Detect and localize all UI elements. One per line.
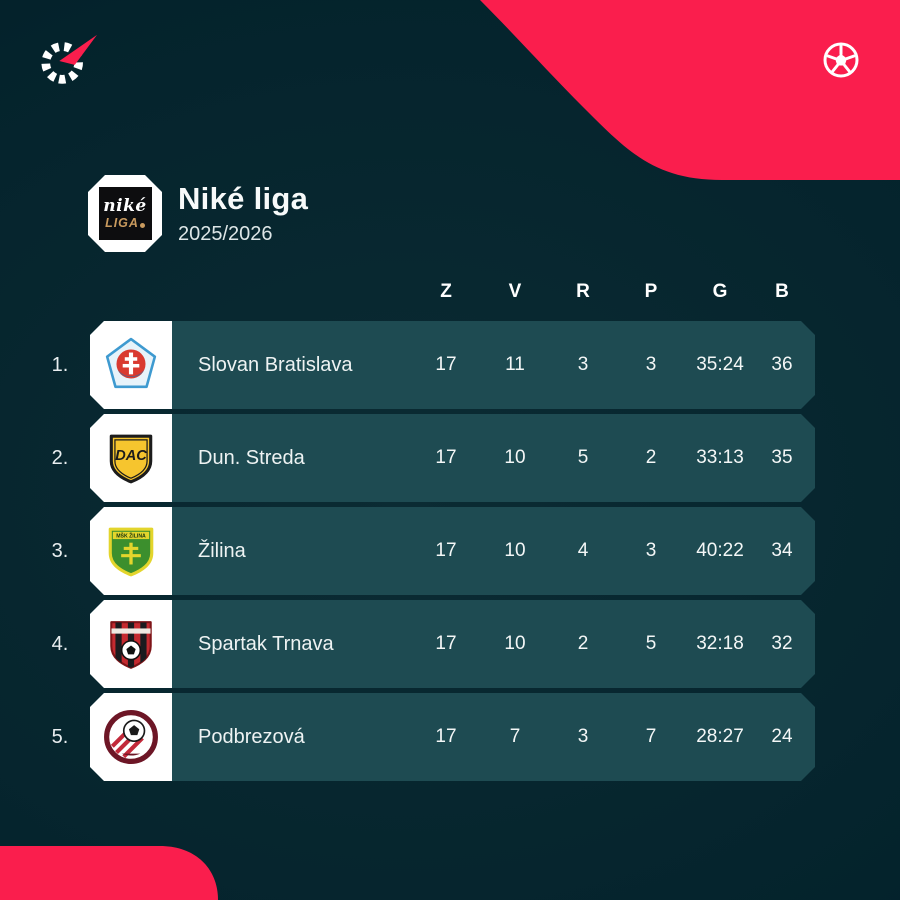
stat-wins: 10: [504, 540, 526, 561]
football-icon: [823, 42, 859, 78]
stat-goals: 35:24: [696, 354, 744, 375]
stat-goals: 40:22: [696, 540, 744, 561]
stat-draws: 5: [577, 447, 589, 468]
stat-losses: 7: [645, 726, 657, 747]
nike-liga-logo-text: niké: [103, 195, 147, 216]
svg-text:DAC: DAC: [115, 448, 147, 464]
stat-draws: 3: [577, 354, 589, 375]
spartak-trnava-crest: [103, 616, 159, 672]
stat-losses: 5: [645, 633, 657, 654]
column-header-b: B: [775, 281, 789, 302]
league-header: niké LIGA Niké liga 2025/2026: [88, 175, 308, 252]
table-row: 1. Slovan Bratislava 17 11 3 3 35:24 36: [30, 321, 815, 409]
column-header-v: V: [508, 281, 522, 302]
table-header-row: Z V R P G B: [30, 277, 815, 321]
team-name: Žilina: [198, 539, 246, 562]
dunajska-streda-crest: DAC: [103, 430, 159, 486]
column-header-r: R: [576, 281, 590, 302]
stat-losses: 3: [645, 540, 657, 561]
standings-table: Z V R P G B 1. Slovan Bratislava 17 11 3…: [30, 277, 815, 786]
liga-dot-icon: [140, 223, 145, 228]
stat-draws: 2: [577, 633, 589, 654]
rank-label: 3.: [51, 539, 69, 562]
flashscore-logo: [41, 34, 97, 84]
club-crest-badge: [90, 321, 172, 409]
nike-liga-logo-inner: niké LIGA: [99, 187, 152, 240]
stat-matches: 17: [435, 540, 457, 561]
stat-losses: 2: [645, 447, 657, 468]
stat-goals: 28:27: [696, 726, 744, 747]
stat-draws: 3: [577, 726, 589, 747]
club-crest-badge: [90, 600, 172, 688]
club-crest-badge: MŠK ŽILINA: [90, 507, 172, 595]
slovan-bratislava-crest: [103, 337, 159, 393]
table-body: 1. Slovan Bratislava 17 11 3 3 35:24 36 …: [30, 321, 815, 781]
rank-label: 5.: [51, 725, 69, 748]
stat-matches: 17: [435, 354, 457, 375]
stat-points: 24: [771, 726, 793, 747]
rank-label: 2.: [51, 446, 69, 469]
stat-wins: 10: [504, 447, 526, 468]
stat-points: 36: [771, 354, 793, 375]
stat-wins: 11: [505, 354, 525, 375]
team-row-card[interactable]: MŠK ŽILINA Žilina 17 10 4 3 40:22 34: [90, 507, 815, 595]
table-row: 2. DAC Dun. Streda 17 10 5 2 33:13 35: [30, 414, 815, 502]
stat-matches: 17: [435, 447, 457, 468]
rank-label: 1.: [51, 353, 69, 376]
stat-matches: 17: [435, 633, 457, 654]
page-title: Niké liga: [178, 181, 309, 216]
team-row-card[interactable]: Spartak Trnava 17 10 2 5 32:18 32: [90, 600, 815, 688]
column-header-z: Z: [440, 281, 452, 302]
stat-draws: 4: [577, 540, 589, 561]
table-row: 4. Spartak Trnava 17 10 2 5 32:18 32: [30, 600, 815, 688]
bottom-left-accent-shape: [0, 846, 218, 900]
team-row-card[interactable]: Podbrezová 17 7 3 7 28:27 24: [90, 693, 815, 781]
top-right-accent-shape: [480, 0, 900, 180]
stat-points: 35: [771, 447, 793, 468]
team-name: Spartak Trnava: [198, 632, 334, 655]
stat-wins: 7: [509, 726, 521, 747]
table-row: 5. Podbrezová 17 7 3 7 28:27 24: [30, 693, 815, 781]
stat-points: 34: [771, 540, 793, 561]
rank-label: 4.: [51, 632, 69, 655]
table-row: 3. MŠK ŽILINA Žilina 17 10 4 3 40:22 34: [30, 507, 815, 595]
svg-text:MŠK ŽILINA: MŠK ŽILINA: [116, 532, 146, 540]
season-label: 2025/2026: [178, 223, 273, 245]
column-header-p: P: [644, 281, 658, 302]
stat-points: 32: [771, 633, 793, 654]
team-name: Podbrezová: [198, 725, 305, 748]
team-row-card[interactable]: DAC Dun. Streda 17 10 5 2 33:13 35: [90, 414, 815, 502]
club-crest-badge: DAC: [90, 414, 172, 502]
team-name: Dun. Streda: [198, 446, 305, 469]
stat-matches: 17: [435, 726, 457, 747]
zilina-crest: MŠK ŽILINA: [103, 523, 159, 579]
nike-liga-logo-subtext: LIGA: [105, 215, 139, 230]
podbrezova-crest: [103, 709, 159, 765]
club-crest-badge: [90, 693, 172, 781]
stat-goals: 32:18: [696, 633, 744, 654]
column-header-g: G: [712, 281, 728, 302]
stat-losses: 3: [645, 354, 657, 375]
stat-wins: 10: [504, 633, 526, 654]
stat-goals: 33:13: [696, 447, 744, 468]
nike-liga-logo: niké LIGA: [88, 175, 162, 252]
team-name: Slovan Bratislava: [198, 353, 353, 376]
team-row-card[interactable]: Slovan Bratislava 17 11 3 3 35:24 36: [90, 321, 815, 409]
